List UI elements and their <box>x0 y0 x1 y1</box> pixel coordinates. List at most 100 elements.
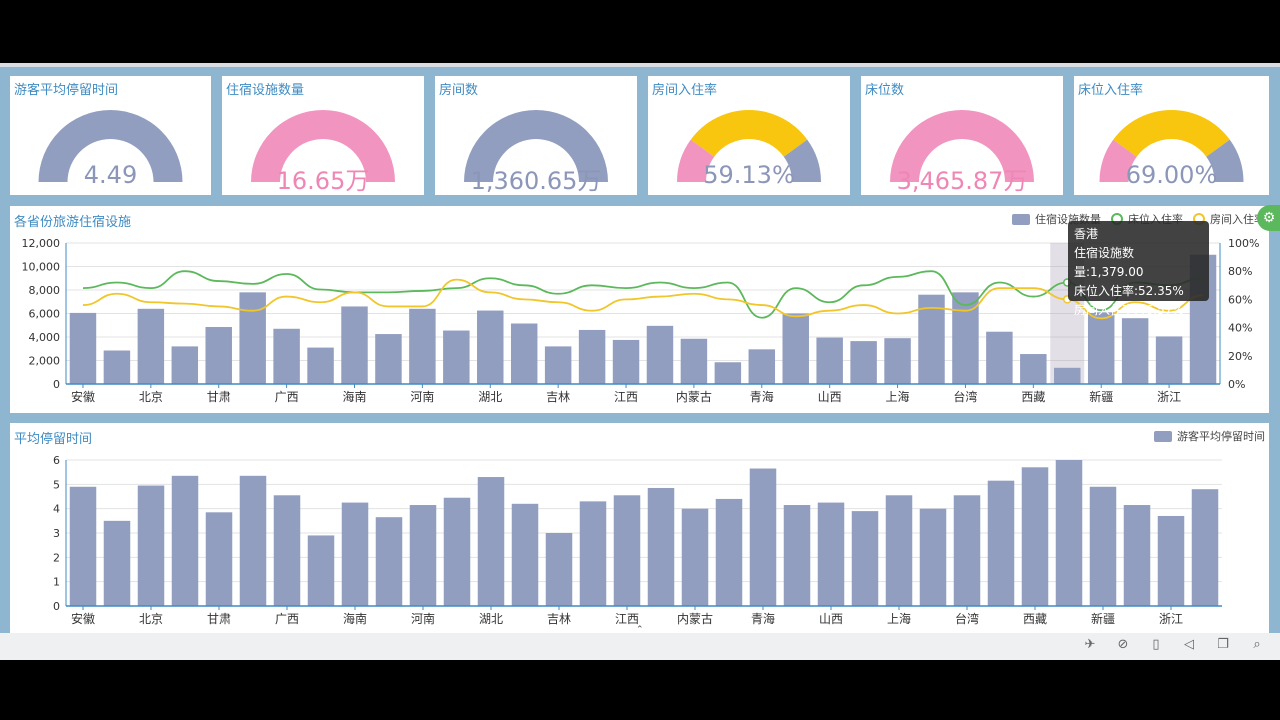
facilities-chart[interactable]: 0 2,000 4,000 6,000 8,000 10,000 12,000 0% 20% 40… <box>10 206 1269 413</box>
tooltip-line: 住宿设施数量:1,379.00 <box>1074 246 1144 279</box>
bar[interactable] <box>1087 312 1115 384</box>
chart-tooltip: 香港 住宿设施数量:1,379.00 床位入住率:52.35% 房间入住率:46… <box>1068 221 1209 317</box>
y-tick-label: 4,000 <box>29 331 61 344</box>
bar[interactable] <box>1054 367 1081 384</box>
bar[interactable] <box>1055 460 1083 606</box>
bar[interactable] <box>103 520 131 606</box>
bar[interactable] <box>646 325 674 384</box>
bar[interactable] <box>885 495 913 606</box>
bar[interactable] <box>205 512 233 606</box>
bar[interactable] <box>341 306 368 384</box>
bar[interactable] <box>341 502 369 606</box>
bar[interactable] <box>1123 505 1151 606</box>
bar[interactable] <box>749 468 777 606</box>
bar[interactable] <box>680 338 708 384</box>
bar[interactable] <box>171 475 199 606</box>
side-action-icon[interactable]: ⚙ <box>1257 205 1280 231</box>
bar[interactable] <box>952 292 979 384</box>
dashboard-body: 游客平均停留时间 4.49 住宿设施数量 16.65万 房间数 1,360.65… <box>0 67 1280 635</box>
bar[interactable] <box>443 330 470 384</box>
kpi-card-facilities: 住宿设施数量 16.65万 <box>222 76 424 195</box>
bar[interactable] <box>715 498 743 606</box>
bar[interactable] <box>681 508 709 606</box>
bar[interactable] <box>986 331 1013 384</box>
bar[interactable] <box>1020 354 1047 384</box>
y-tick-label: 6,000 <box>29 308 61 321</box>
bar[interactable] <box>850 341 877 384</box>
bar[interactable] <box>1191 489 1219 606</box>
bar[interactable] <box>1157 515 1185 606</box>
y-tick-label: 1 <box>53 576 60 589</box>
search-icon[interactable]: ⌕ <box>1253 637 1261 652</box>
y-right-tick-label: 100% <box>1228 237 1259 250</box>
bar[interactable] <box>613 495 641 606</box>
bar[interactable] <box>409 505 437 606</box>
bar[interactable] <box>1021 467 1049 606</box>
bar[interactable] <box>884 338 911 384</box>
bar[interactable] <box>477 477 505 606</box>
bar[interactable] <box>205 327 232 384</box>
bar[interactable] <box>239 475 267 606</box>
bar[interactable] <box>714 362 742 384</box>
bar[interactable] <box>919 508 947 606</box>
series-line[interactable] <box>82 278 1204 320</box>
x-tick-label: 甘肃 <box>207 612 231 626</box>
bar[interactable] <box>375 334 402 384</box>
trash-icon[interactable]: ▯ <box>1152 637 1160 652</box>
bar[interactable] <box>748 349 776 384</box>
gauge-segment <box>1113 109 1230 157</box>
bar[interactable] <box>1121 318 1149 384</box>
bar[interactable] <box>375 517 403 606</box>
bar[interactable] <box>443 497 471 606</box>
bar[interactable] <box>816 337 843 384</box>
pin-icon[interactable]: ✈ <box>1084 637 1096 652</box>
bar[interactable] <box>137 485 165 606</box>
gauge-segment <box>251 110 395 182</box>
unlink-icon[interactable]: ⊘ <box>1117 637 1129 652</box>
bar[interactable] <box>273 328 300 384</box>
chart-card-stay: 平均停留时间 游客平均停留时间 0 1 2 3 4 5 6 安徽 北京 甘肃 广西 海南 河南 湖北 吉林 江… <box>10 423 1269 633</box>
bar[interactable] <box>69 486 97 606</box>
x-tick-label: 安徽 <box>71 611 95 626</box>
bar[interactable] <box>782 313 809 385</box>
fullscreen-icon[interactable]: ❐ <box>1217 637 1229 652</box>
legend-item-stay[interactable]: 游客平均停留时间 <box>1154 428 1265 444</box>
bar[interactable] <box>1089 486 1117 606</box>
chart-legend: 游客平均停留时间 <box>1144 428 1265 444</box>
bar[interactable] <box>137 308 165 384</box>
bar[interactable] <box>409 308 436 384</box>
bar[interactable] <box>851 511 879 606</box>
expand-down-icon[interactable]: ⌃ <box>636 625 644 635</box>
bar[interactable] <box>239 292 266 384</box>
bar[interactable] <box>918 294 945 384</box>
bar[interactable] <box>544 346 572 384</box>
kpi-title: 房间入住率 <box>652 83 718 98</box>
gauge-segment <box>890 110 1034 182</box>
bar[interactable] <box>987 480 1015 606</box>
bar[interactable] <box>510 323 538 384</box>
bar[interactable] <box>511 503 539 606</box>
stay-chart[interactable]: 0 1 2 3 4 5 6 安徽 北京 甘肃 广西 海南 河南 湖北 吉林 江西 内蒙古 青海 山西 上海 台湾 西藏 新疆… <box>10 423 1269 633</box>
volume-icon[interactable]: ◁ <box>1184 637 1194 652</box>
bar[interactable] <box>953 495 981 606</box>
y-tick-label: 6 <box>53 454 60 467</box>
bar[interactable] <box>578 329 606 384</box>
bar[interactable] <box>103 350 131 384</box>
bar[interactable] <box>817 502 845 606</box>
bar[interactable] <box>171 346 199 384</box>
bar[interactable] <box>545 533 573 606</box>
bar[interactable] <box>647 487 675 606</box>
bar[interactable] <box>579 501 607 606</box>
bar[interactable] <box>307 347 334 384</box>
bar[interactable] <box>477 310 504 384</box>
bar[interactable] <box>612 339 640 384</box>
kpi-title: 床位数 <box>865 83 905 98</box>
bar[interactable] <box>69 312 97 384</box>
gauge-segment <box>1206 139 1244 182</box>
bar[interactable] <box>307 535 335 606</box>
bar[interactable] <box>783 505 811 606</box>
bar[interactable] <box>1155 336 1183 384</box>
x-tick-label: 湖北 <box>479 611 503 626</box>
y-tick-label: 5 <box>53 478 60 491</box>
bar[interactable] <box>273 495 301 606</box>
